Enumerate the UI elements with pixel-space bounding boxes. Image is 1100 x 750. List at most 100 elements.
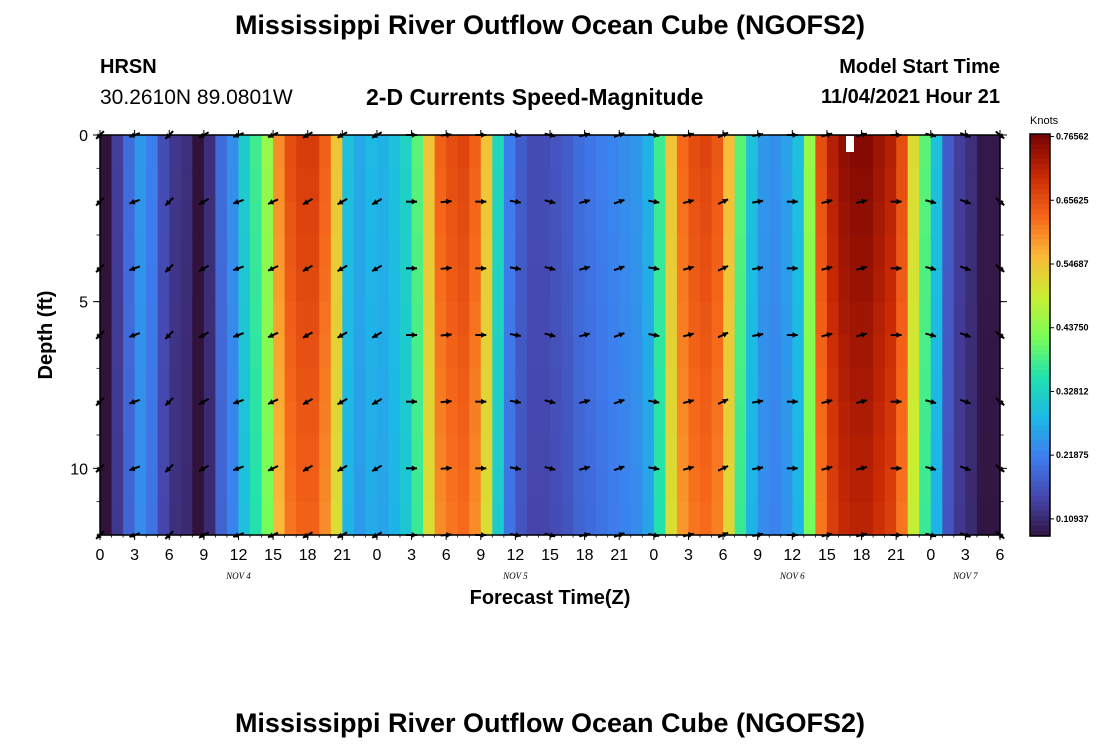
- heatmap-cell: [780, 435, 793, 469]
- heatmap-cell: [792, 468, 805, 503]
- heatmap-cell: [630, 468, 643, 503]
- heatmap-cell: [342, 501, 355, 536]
- heatmap-cell: [965, 235, 978, 269]
- current-vector-arrow: [925, 332, 937, 338]
- heatmap-cell: [261, 135, 274, 169]
- heatmap-cell: [365, 135, 378, 169]
- heatmap-cell: [469, 401, 482, 436]
- heatmap-cell: [803, 201, 816, 236]
- heatmap-cell: [653, 501, 666, 536]
- current-vector-arrow: [406, 398, 418, 405]
- heatmap-cell: [365, 235, 378, 269]
- heatmap-cell: [826, 268, 840, 303]
- heatmap-cell: [642, 401, 655, 436]
- current-vector-arrow: [752, 465, 764, 472]
- heatmap-cell: [400, 401, 413, 436]
- colorbar: 0.76562 0.65625 0.54687 0.43750 0.32812 0.218…: [1029, 132, 1089, 537]
- heatmap-cell: [653, 368, 666, 403]
- heatmap-cell: [123, 368, 136, 403]
- heatmap-cell: [469, 435, 482, 469]
- heatmap-cell: [526, 335, 540, 369]
- heatmap-cell: [953, 201, 966, 236]
- heatmap-cell: [457, 235, 470, 269]
- heatmap-cell: [850, 468, 863, 503]
- current-vector-arrow: [925, 398, 937, 405]
- heatmap-cell: [930, 468, 943, 503]
- heatmap-cell: [180, 235, 193, 269]
- heatmap-cell: [746, 135, 759, 169]
- heatmap-cell: [134, 135, 147, 169]
- heatmap-cell: [792, 268, 805, 303]
- current-vector-arrow: [440, 398, 452, 405]
- heatmap-cell: [469, 235, 482, 269]
- heatmap-cell: [619, 335, 632, 369]
- current-vector-arrow: [717, 265, 729, 272]
- heatmap-cell: [434, 135, 447, 169]
- heatmap-cell: [203, 168, 216, 203]
- current-vector-arrow: [406, 265, 418, 272]
- heatmap-cell: [123, 435, 136, 469]
- heatmap-cell: [734, 435, 747, 469]
- heatmap-cell: [376, 135, 390, 169]
- heatmap-cell: [388, 268, 401, 303]
- heatmap-cell: [238, 368, 251, 403]
- x-tick-label: 3: [407, 547, 416, 564]
- heatmap-cell: [919, 401, 932, 436]
- heatmap-cell: [746, 201, 759, 236]
- heatmap-cell: [723, 435, 736, 469]
- heatmap-cell: [203, 301, 216, 336]
- heatmap-cell: [665, 335, 678, 369]
- heatmap-cell: [688, 468, 701, 503]
- heatmap-cell: [469, 168, 482, 203]
- heatmap-cell: [400, 168, 413, 203]
- heatmap-cell: [769, 168, 782, 203]
- heatmap-cell: [215, 501, 228, 536]
- heatmap-cell: [723, 368, 736, 403]
- heatmap-cell: [342, 268, 355, 303]
- heatmap-cell: [111, 301, 124, 336]
- heatmap-cell: [480, 135, 493, 169]
- current-vector-arrow: [371, 464, 383, 472]
- heatmap-cell: [757, 401, 770, 436]
- heatmap-cell: [953, 401, 966, 436]
- heatmap-cell: [873, 401, 886, 436]
- heatmap-cell: [157, 268, 170, 303]
- heatmap-cell: [469, 135, 482, 169]
- heatmap-cell: [573, 335, 586, 369]
- heatmap-cell: [411, 168, 424, 203]
- heatmap-cell: [573, 135, 586, 169]
- heatmap-cell: [896, 168, 909, 203]
- heatmap-cell: [826, 235, 840, 269]
- heatmap-cell: [780, 201, 793, 236]
- heatmap-cell: [215, 435, 228, 469]
- heatmap-cell: [134, 201, 147, 236]
- heatmap-cell: [215, 135, 228, 169]
- heatmap-cell: [953, 501, 966, 536]
- heatmap-cell: [434, 335, 447, 369]
- heatmap-cell: [596, 501, 609, 536]
- heatmap-cell: [215, 301, 228, 336]
- heatmap-cell: [642, 368, 655, 403]
- heatmap-cell: [111, 135, 124, 169]
- heatmap-cell: [976, 335, 990, 369]
- heatmap-cell: [111, 335, 124, 369]
- heatmap-cell: [734, 335, 747, 369]
- heatmap-cell: [296, 501, 309, 536]
- heatmap-cell: [953, 368, 966, 403]
- heatmap-cell: [792, 301, 805, 336]
- heatmap-cell: [319, 468, 332, 503]
- heatmap-cell: [203, 401, 216, 436]
- current-vector-arrow: [129, 398, 141, 405]
- heatmap-cell: [815, 468, 828, 503]
- day-label: NOV 4: [225, 571, 251, 581]
- current-vector-arrow: [302, 264, 313, 272]
- heatmap-cell: [838, 335, 851, 369]
- heatmap-cell: [850, 168, 863, 203]
- current-vector-arrow: [198, 331, 210, 339]
- current-vector-arrow: [406, 198, 418, 205]
- heatmap-cell: [203, 468, 216, 503]
- current-vector-arrow: [855, 198, 868, 205]
- heatmap-cell: [988, 435, 1001, 469]
- heatmap-cell: [976, 468, 990, 503]
- heatmap-cell: [353, 501, 366, 536]
